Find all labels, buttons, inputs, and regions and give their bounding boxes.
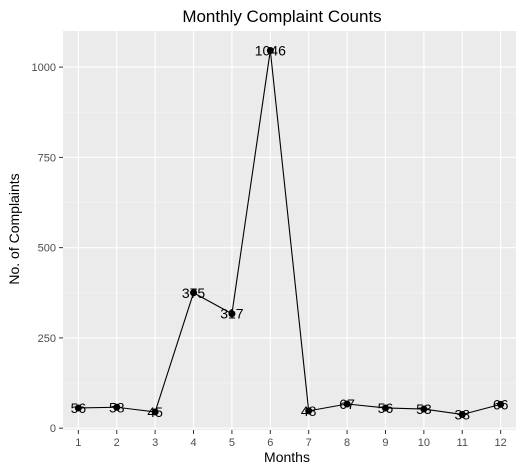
x-tick-label: 1 — [75, 437, 81, 449]
y-tick-label: 0 — [50, 423, 56, 435]
series-line-segment — [385, 407, 424, 410]
data-point — [74, 404, 82, 412]
data-point — [228, 310, 236, 318]
data-point — [190, 289, 198, 297]
x-tick-label: 6 — [267, 437, 273, 449]
x-tick-label: 9 — [382, 437, 388, 449]
series-points — [74, 46, 505, 418]
series-line-segment — [193, 292, 233, 315]
y-tick-label: 750 — [38, 152, 56, 164]
x-tick-label: 7 — [306, 437, 312, 449]
series-line-segment — [116, 406, 156, 413]
data-label: 317 — [220, 306, 244, 322]
series-line-segment — [423, 408, 463, 416]
y-axis-ticks: 0 250 500 750 1000 — [32, 62, 63, 435]
data-point — [458, 410, 466, 418]
series-line — [78, 50, 501, 416]
data-label: 53 — [416, 401, 432, 417]
grid-major-lines — [63, 31, 516, 430]
y-tick-label: 250 — [38, 333, 56, 345]
data-label: 45 — [147, 404, 163, 420]
data-point — [151, 408, 159, 416]
data-label: 58 — [109, 399, 125, 415]
x-tick-label: 11 — [457, 437, 468, 449]
data-point — [343, 400, 351, 408]
data-point — [305, 407, 313, 415]
x-tick-label: 4 — [190, 437, 196, 449]
x-tick-label: 3 — [152, 437, 158, 449]
x-axis-title: Months — [264, 449, 310, 465]
x-tick-label: 2 — [114, 437, 120, 449]
x-tick-label: 12 — [495, 437, 507, 449]
chart-title: Monthly Complaint Counts — [182, 7, 381, 26]
data-label: 66 — [493, 396, 509, 412]
data-label: 56 — [71, 400, 87, 416]
x-tick-label: 5 — [229, 437, 235, 449]
series-line-segment — [78, 406, 117, 409]
x-tick-label: 10 — [418, 437, 430, 449]
data-point — [266, 46, 274, 54]
y-axis-title: No. of Complaints — [6, 173, 22, 284]
data-point — [113, 403, 121, 411]
data-label: 67 — [339, 396, 355, 412]
data-labels: 56 58 45 375 317 1046 48 67 56 53 38 66 — [71, 42, 509, 422]
x-tick-label: 8 — [344, 437, 350, 449]
data-label: 38 — [454, 406, 470, 422]
series-line-segment — [154, 292, 195, 413]
series-line-segment — [347, 403, 386, 409]
data-point — [497, 400, 505, 408]
grid-minor-lines — [63, 111, 516, 384]
series-line-segment — [462, 403, 501, 416]
series-line-segment — [269, 50, 310, 411]
series-line-segment — [308, 403, 348, 412]
data-label: 375 — [182, 285, 206, 301]
series-line-segment — [231, 50, 271, 314]
y-tick-label: 1000 — [32, 62, 56, 74]
x-axis-ticks: 1 2 3 4 5 6 7 8 9 10 11 12 — [75, 430, 507, 449]
data-label: 1046 — [255, 42, 286, 58]
data-point — [420, 405, 428, 413]
data-label: 56 — [378, 400, 394, 416]
data-label: 48 — [301, 403, 317, 419]
data-point — [381, 404, 389, 412]
y-tick-label: 500 — [38, 243, 56, 255]
